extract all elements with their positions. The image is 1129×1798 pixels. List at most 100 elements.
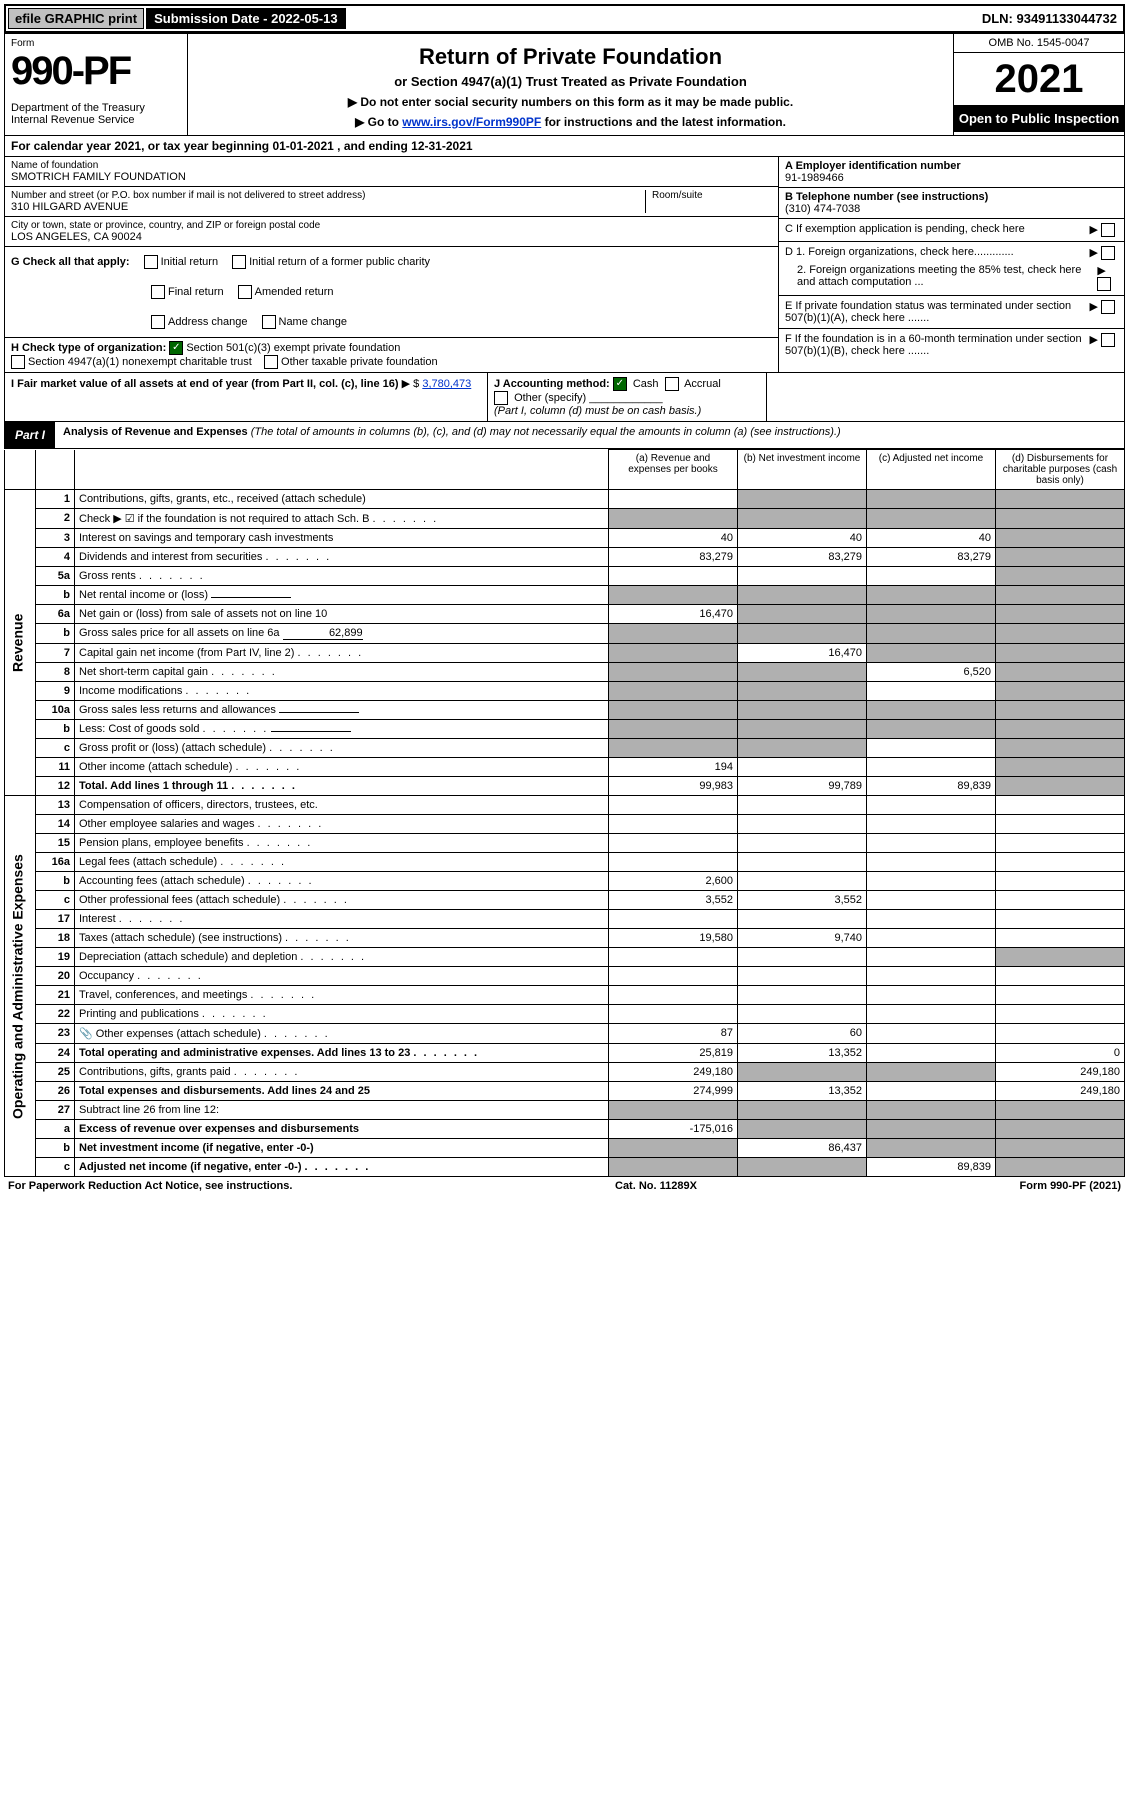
fmv-link[interactable]: 3,780,473: [422, 378, 471, 390]
cb-address-change[interactable]: [151, 315, 165, 329]
attachment-icon[interactable]: 📎: [79, 1028, 93, 1040]
row-number: 14: [36, 815, 75, 834]
cb-other-method[interactable]: [494, 391, 508, 405]
room-label: Room/suite: [652, 190, 772, 201]
table-row: Revenue1Contributions, gifts, grants, et…: [5, 490, 1125, 509]
cell-c: [867, 586, 996, 605]
cell-b: [738, 701, 867, 720]
cell-a: [609, 834, 738, 853]
cell-c: [867, 1101, 996, 1120]
row-number: 24: [36, 1044, 75, 1063]
cb-other-taxable[interactable]: [264, 355, 278, 369]
cell-d: [996, 682, 1125, 701]
omb-number: OMB No. 1545-0047: [954, 34, 1124, 53]
ein-label: A Employer identification number: [785, 160, 1118, 172]
cell-a: 87: [609, 1024, 738, 1044]
cell-b: [738, 624, 867, 644]
cb-final-return[interactable]: [151, 285, 165, 299]
cell-b: [738, 796, 867, 815]
cell-d: [996, 663, 1125, 682]
cell-b: 13,352: [738, 1082, 867, 1101]
cell-a: 99,983: [609, 777, 738, 796]
row-label: Printing and publications . . . . . . .: [75, 1005, 609, 1024]
cb-cash[interactable]: [613, 377, 627, 391]
dln: DLN: 93491133044732: [982, 11, 1121, 26]
table-row: 12Total. Add lines 1 through 11 . . . . …: [5, 777, 1125, 796]
table-row: 9Income modifications . . . . . . .: [5, 682, 1125, 701]
row-label: Net short-term capital gain . . . . . . …: [75, 663, 609, 682]
cell-a: [609, 967, 738, 986]
cb-name-change[interactable]: [262, 315, 276, 329]
cb-initial-public[interactable]: [232, 255, 246, 269]
table-row: aExcess of revenue over expenses and dis…: [5, 1120, 1125, 1139]
table-row: bGross sales price for all assets on lin…: [5, 624, 1125, 644]
row-number: 18: [36, 929, 75, 948]
cb-85pct[interactable]: [1097, 277, 1111, 291]
cell-b: [738, 509, 867, 529]
row-label: Net rental income or (loss): [75, 586, 609, 605]
cell-d: [996, 891, 1125, 910]
cb-foreign-org[interactable]: [1101, 246, 1115, 260]
cell-a: 83,279: [609, 548, 738, 567]
form-number: 990-PF: [11, 49, 181, 94]
d2-label: 2. Foreign organizations meeting the 85%…: [785, 264, 1097, 291]
col-b-header: (b) Net investment income: [738, 450, 867, 490]
cell-c: [867, 929, 996, 948]
cell-c: [867, 1082, 996, 1101]
table-row: 19Depreciation (attach schedule) and dep…: [5, 948, 1125, 967]
irs-link[interactable]: www.irs.gov/Form990PF: [402, 115, 541, 129]
expenses-side-label: Operating and Administrative Expenses: [5, 796, 36, 1177]
section-g: G Check all that apply: Initial return I…: [5, 247, 778, 338]
cb-60month[interactable]: [1101, 333, 1115, 347]
cell-b: 16,470: [738, 644, 867, 663]
cb-exemption-pending[interactable]: [1101, 223, 1115, 237]
ein-value: 91-1989466: [785, 172, 1118, 184]
table-row: 6aNet gain or (loss) from sale of assets…: [5, 605, 1125, 624]
addr-label: Number and street (or P.O. box number if…: [11, 190, 645, 201]
tax-year: 2021: [954, 53, 1124, 105]
row-label: Interest on savings and temporary cash i…: [75, 529, 609, 548]
inspection-label: Open to Public Inspection: [954, 105, 1124, 132]
cell-a: 3,552: [609, 891, 738, 910]
row-number: b: [36, 1139, 75, 1158]
cell-b: 3,552: [738, 891, 867, 910]
cb-accrual[interactable]: [665, 377, 679, 391]
cell-b: [738, 948, 867, 967]
row-label: Occupancy . . . . . . .: [75, 967, 609, 986]
cell-a: [609, 624, 738, 644]
cell-b: [738, 682, 867, 701]
cell-a: [609, 586, 738, 605]
cell-d: [996, 1120, 1125, 1139]
col-a-header: (a) Revenue and expenses per books: [609, 450, 738, 490]
row-label: Depreciation (attach schedule) and deple…: [75, 948, 609, 967]
cell-d: [996, 834, 1125, 853]
cell-d: [996, 910, 1125, 929]
cb-initial-return[interactable]: [144, 255, 158, 269]
cell-a: [609, 567, 738, 586]
row-label: Contributions, gifts, grants paid . . . …: [75, 1063, 609, 1082]
row-label: Gross rents . . . . . . .: [75, 567, 609, 586]
cell-c: [867, 605, 996, 624]
row-label: Net gain or (loss) from sale of assets n…: [75, 605, 609, 624]
cb-amended-return[interactable]: [238, 285, 252, 299]
cell-d: [996, 758, 1125, 777]
identity-block: Name of foundation SMOTRICH FAMILY FOUND…: [4, 157, 1125, 373]
cell-a: [609, 720, 738, 739]
cell-d: [996, 509, 1125, 529]
cell-b: [738, 986, 867, 1005]
cell-c: 40: [867, 529, 996, 548]
cell-b: 60: [738, 1024, 867, 1044]
row-label: Taxes (attach schedule) (see instruction…: [75, 929, 609, 948]
row-number: 23: [36, 1024, 75, 1044]
cb-501c3[interactable]: [169, 341, 183, 355]
efile-print-button[interactable]: efile GRAPHIC print: [8, 8, 144, 29]
row-number: a: [36, 1120, 75, 1139]
cell-a: 40: [609, 529, 738, 548]
row-number: c: [36, 739, 75, 758]
cell-c: [867, 853, 996, 872]
cell-d: [996, 948, 1125, 967]
cb-terminated[interactable]: [1101, 300, 1115, 314]
cb-4947a1[interactable]: [11, 355, 25, 369]
cell-d: [996, 929, 1125, 948]
cell-d: [996, 967, 1125, 986]
